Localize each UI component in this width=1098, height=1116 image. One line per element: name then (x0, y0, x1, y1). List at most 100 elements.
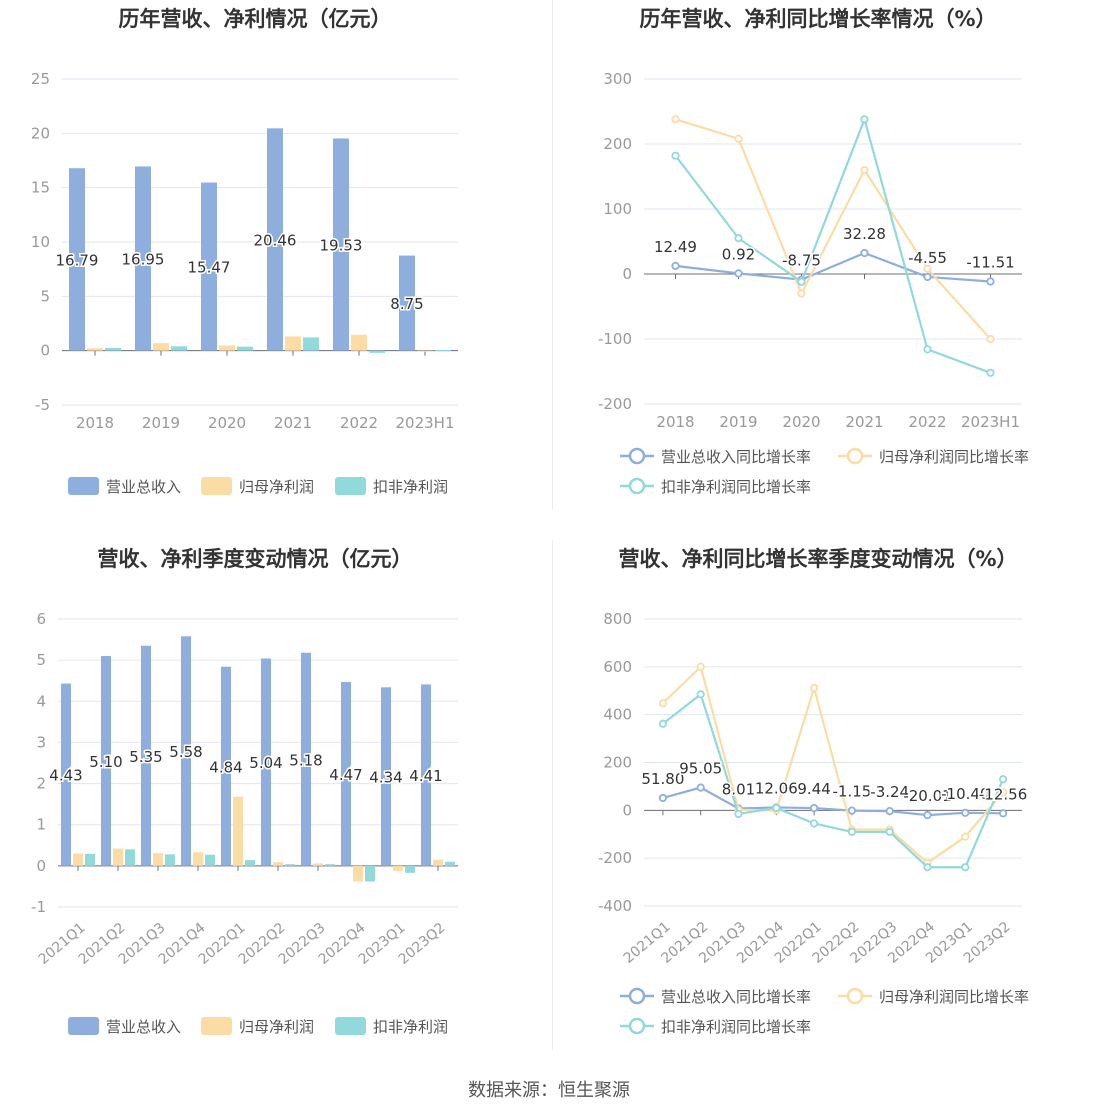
quarterly-growth-rate-chart: 营收、净利同比增长率季度变动情况（%） -400 -200 0 200 400 600 800… (598, 547, 1029, 1036)
annual-growth-rate-chart: 历年营收、净利同比增长率情况（%） -200 -100 0 100 200 300 2018 2… (598, 7, 1029, 496)
chart-title: 历年营收、净利情况（亿元） (119, 7, 392, 31)
panel-divider-top (552, 0, 553, 510)
panel-divider-bottom (552, 540, 553, 1050)
bar-net-profit (73, 853, 83, 866)
y-tick-label: -400 (598, 897, 632, 915)
y-tick-label: 5 (36, 651, 46, 669)
bar-deducted-profit (237, 346, 253, 351)
bar-data-label: 16.79 (56, 251, 99, 269)
bar-deducted-profit (445, 861, 455, 866)
legend-marker (846, 987, 864, 1005)
y-tick-label: 5 (40, 287, 50, 305)
data-point (986, 277, 995, 286)
line-data-label: 12.49 (654, 238, 697, 256)
legend-swatch (335, 477, 366, 495)
annual-revenue-profit-chart: 历年营收、净利情况（亿元） -5 0 5 10 15 20 25 2018 2019 2020 202… (31, 7, 458, 496)
legend-label: 营业总收入同比增长率 (661, 988, 811, 1006)
data-point (847, 827, 856, 836)
bar-deducted-profit (205, 854, 215, 866)
bar-deducted-profit (369, 350, 385, 353)
chart-title: 营收、净利季度变动情况（亿元） (98, 547, 413, 571)
bar-deducted-profit (405, 865, 415, 873)
y-tick-label: 1 (36, 816, 46, 834)
bar-net-profit (273, 862, 283, 866)
y-tick-label: 4 (36, 692, 46, 710)
line-data-label: 12.06 (755, 779, 798, 797)
y-tick-label: 0 (622, 265, 632, 283)
bar-deducted-profit (435, 350, 451, 352)
bar-net-profit (313, 863, 323, 866)
data-point (961, 832, 970, 841)
data-point (923, 863, 932, 872)
data-point (797, 289, 806, 298)
series-line-net-profit (662, 664, 1004, 865)
data-point (671, 261, 680, 270)
data-point (809, 803, 819, 813)
y-tick-label: 200 (603, 754, 632, 772)
data-point (860, 115, 869, 124)
data-point (923, 272, 932, 282)
bar-deducted-profit (325, 864, 335, 866)
bar-data-label: 5.35 (129, 748, 162, 766)
y-tick-label: -1 (31, 898, 46, 916)
data-point (860, 248, 869, 258)
data-point (671, 115, 680, 124)
legend-label: 扣非净利润同比增长率 (661, 478, 811, 496)
bar-revenue (141, 645, 151, 866)
x-tick-label: 2021 (274, 414, 312, 432)
x-tick-label: 2018 (656, 413, 694, 431)
data-point (986, 334, 995, 344)
line-data-label: -4.55 (908, 249, 947, 267)
bar-data-label: 16.95 (122, 251, 165, 269)
bar-revenue (399, 255, 415, 351)
data-point (986, 368, 995, 377)
data-point (998, 788, 1008, 797)
data-point (734, 809, 743, 819)
line-data-label: 9.44 (797, 780, 830, 798)
data-point (671, 151, 680, 160)
bar-deducted-profit (171, 346, 187, 351)
line-data-label: -20.01 (903, 787, 951, 805)
y-tick-label: 100 (603, 200, 632, 218)
data-point (998, 809, 1008, 818)
y-tick-label: -200 (598, 849, 632, 867)
line-data-label: -3.24 (870, 783, 909, 801)
data-point (923, 811, 932, 820)
legend-label: 归母净利润 (239, 1018, 314, 1036)
bar-data-label: 15.47 (188, 259, 231, 277)
line-data-label: -1.15 (832, 783, 871, 801)
bar-revenue (181, 636, 191, 866)
y-tick-label: 0 (40, 342, 50, 360)
bar-net-profit (153, 853, 163, 866)
data-point (696, 662, 705, 671)
bar-data-label: 4.41 (409, 767, 442, 785)
legend-swatch (68, 1017, 99, 1035)
legend-label: 归母净利润同比增长率 (879, 988, 1029, 1006)
y-tick-label: 20 (31, 124, 50, 142)
bar-revenue (135, 166, 151, 351)
y-tick-label: -200 (598, 395, 632, 413)
bar-net-profit (219, 345, 235, 351)
y-tick-label: 200 (603, 135, 632, 153)
data-point (885, 827, 894, 836)
line-data-label: 0.92 (722, 245, 755, 263)
data-point (961, 808, 970, 817)
bar-revenue (221, 666, 231, 866)
chart-title: 营收、净利同比增长率季度变动情况（%） (618, 547, 1017, 571)
y-tick-label: -100 (598, 330, 632, 348)
y-tick-label: 3 (36, 733, 46, 751)
bar-revenue (301, 652, 311, 866)
y-tick-label: 10 (31, 233, 50, 251)
y-tick-label: 300 (603, 70, 632, 88)
line-data-label: -12.56 (979, 785, 1027, 803)
bar-data-label: 20.46 (254, 232, 297, 250)
bar-deducted-profit (303, 337, 319, 351)
bar-net-profit (353, 865, 363, 882)
bar-data-label: 8.75 (390, 295, 423, 313)
bar-data-label: 4.47 (329, 766, 362, 784)
series-line-net-profit (675, 118, 992, 340)
legend-label: 营业总收入 (106, 478, 181, 496)
series-line-deducted-profit (662, 692, 1005, 869)
bar-net-profit (87, 348, 103, 351)
legend-swatch (201, 1017, 232, 1035)
